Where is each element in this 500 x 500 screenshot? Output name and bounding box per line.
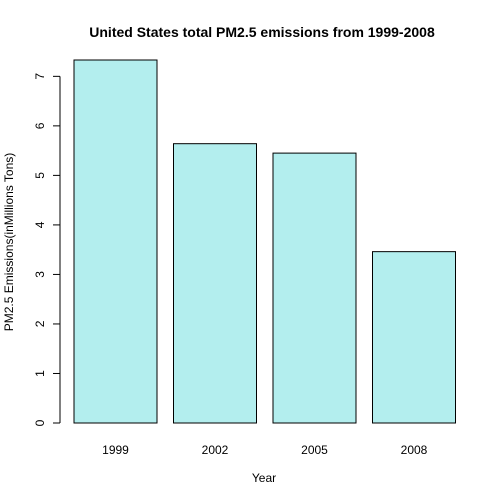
y-tick-label-6: 6: [33, 122, 47, 129]
y-tick-label-3: 3: [33, 271, 47, 278]
y-tick-label-7: 7: [33, 73, 47, 80]
y-tick-label-4: 4: [33, 221, 47, 228]
x-tick-label-2002: 2002: [202, 443, 229, 457]
bar-2002: [173, 143, 257, 424]
y-tick-label-1: 1: [33, 370, 47, 377]
bar-1999: [73, 59, 158, 424]
y-axis: 0 1 2 3 4 5 6 7: [33, 73, 61, 426]
x-tick-label-2008: 2008: [401, 443, 428, 457]
bar-2005: [272, 152, 357, 424]
x-axis-tick-labels: 1999 2002 2005 2008: [102, 443, 428, 457]
y-tick-label-2: 2: [33, 320, 47, 327]
y-tick-label-0: 0: [33, 419, 47, 426]
bars-group: [73, 59, 456, 424]
x-tick-label-1999: 1999: [102, 443, 129, 457]
chart-title: United States total PM2.5 emissions from…: [89, 24, 435, 40]
y-tick-label-5: 5: [33, 172, 47, 179]
x-tick-label-2005: 2005: [301, 443, 328, 457]
bar-2008: [372, 251, 456, 424]
y-axis-label: PM2.5 Emissions(inMillions Tons): [2, 153, 16, 332]
x-axis-label: Year: [252, 471, 276, 485]
